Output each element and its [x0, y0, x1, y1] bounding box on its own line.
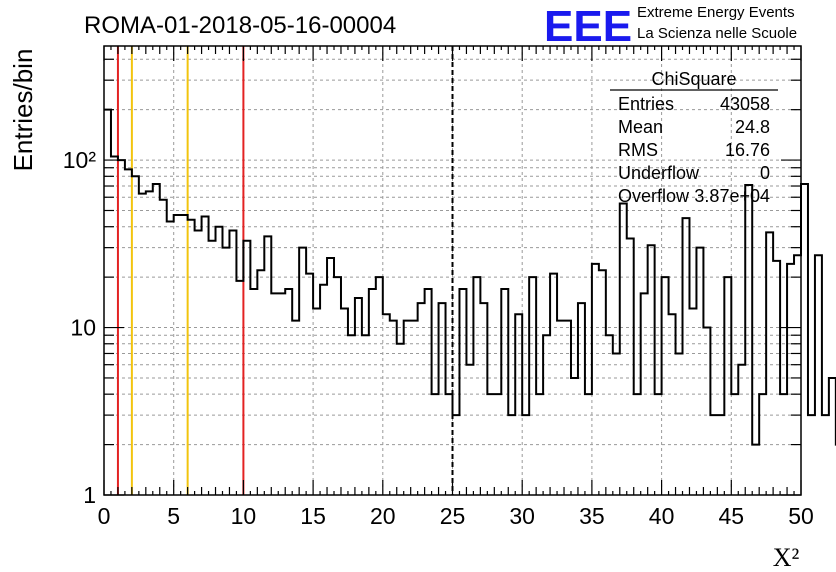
stats-label: RMS [618, 140, 658, 160]
eee-logo: EEE Extreme Energy Events La Scienza nel… [544, 2, 797, 51]
stats-value: 3.87e+04 [694, 186, 770, 206]
x-tick-label: 35 [579, 503, 605, 529]
x-axis-label: X² [773, 543, 800, 572]
stats-label: Overflow [618, 186, 690, 206]
x-tick-label: 50 [788, 503, 814, 529]
y-tick-label: 10² [63, 147, 97, 173]
stats-label: Underflow [618, 163, 700, 183]
chart-title: ROMA-01-2018-05-16-00004 [84, 12, 396, 39]
stats-title: ChiSquare [651, 69, 736, 89]
x-tick-label: 25 [440, 503, 466, 529]
logo-line2: La Scienza nelle Scuole [637, 25, 797, 42]
x-tick-label: 30 [509, 503, 535, 529]
x-tick-label: 0 [98, 503, 111, 529]
x-tick-label: 20 [370, 503, 396, 529]
x-tick-labels: 0 5 10 15 20 25 30 35 40 45 50 [98, 503, 814, 529]
eee-logo-mark: EEE [544, 2, 632, 51]
x-tick-label: 5 [167, 503, 180, 529]
stats-label: Entries [618, 94, 674, 114]
stats-value: 0 [760, 163, 770, 183]
stats-value: 16.76 [725, 140, 770, 160]
stats-value: 43058 [720, 94, 770, 114]
x-tick-label: 40 [649, 503, 675, 529]
axis-ticks [103, 46, 802, 496]
plot-frame [103, 45, 802, 496]
x-tick-label: 15 [300, 503, 326, 529]
y-tick-label: 1 [83, 482, 96, 508]
y-axis-label: Entries/bin [8, 49, 38, 172]
y-tick-labels: 1 10 10² [63, 147, 97, 508]
stats-label: Mean [618, 117, 663, 137]
stats-value: 24.8 [735, 117, 770, 137]
x-tick-label: 10 [231, 503, 257, 529]
y-tick-label: 10 [70, 315, 96, 341]
threshold-lines [116, 46, 454, 495]
logo-line1: Extreme Energy Events [637, 4, 795, 21]
stats-box: ChiSquare Entries 43058 Mean 24.8 RMS 16.76 Un… [610, 69, 778, 206]
histogram-outline [104, 108, 836, 446]
x-tick-label: 45 [719, 503, 745, 529]
